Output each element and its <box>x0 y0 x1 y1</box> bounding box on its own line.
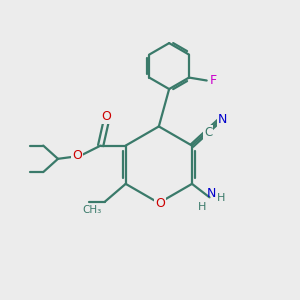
Text: H: H <box>217 193 225 203</box>
Text: O: O <box>101 110 111 123</box>
Text: N: N <box>218 113 227 126</box>
Text: CH₃: CH₃ <box>82 205 101 215</box>
Text: H: H <box>198 202 206 212</box>
Text: F: F <box>210 74 217 87</box>
Text: N: N <box>206 187 216 200</box>
Text: C: C <box>204 126 212 139</box>
Text: O: O <box>72 148 82 161</box>
Text: O: O <box>155 197 165 210</box>
